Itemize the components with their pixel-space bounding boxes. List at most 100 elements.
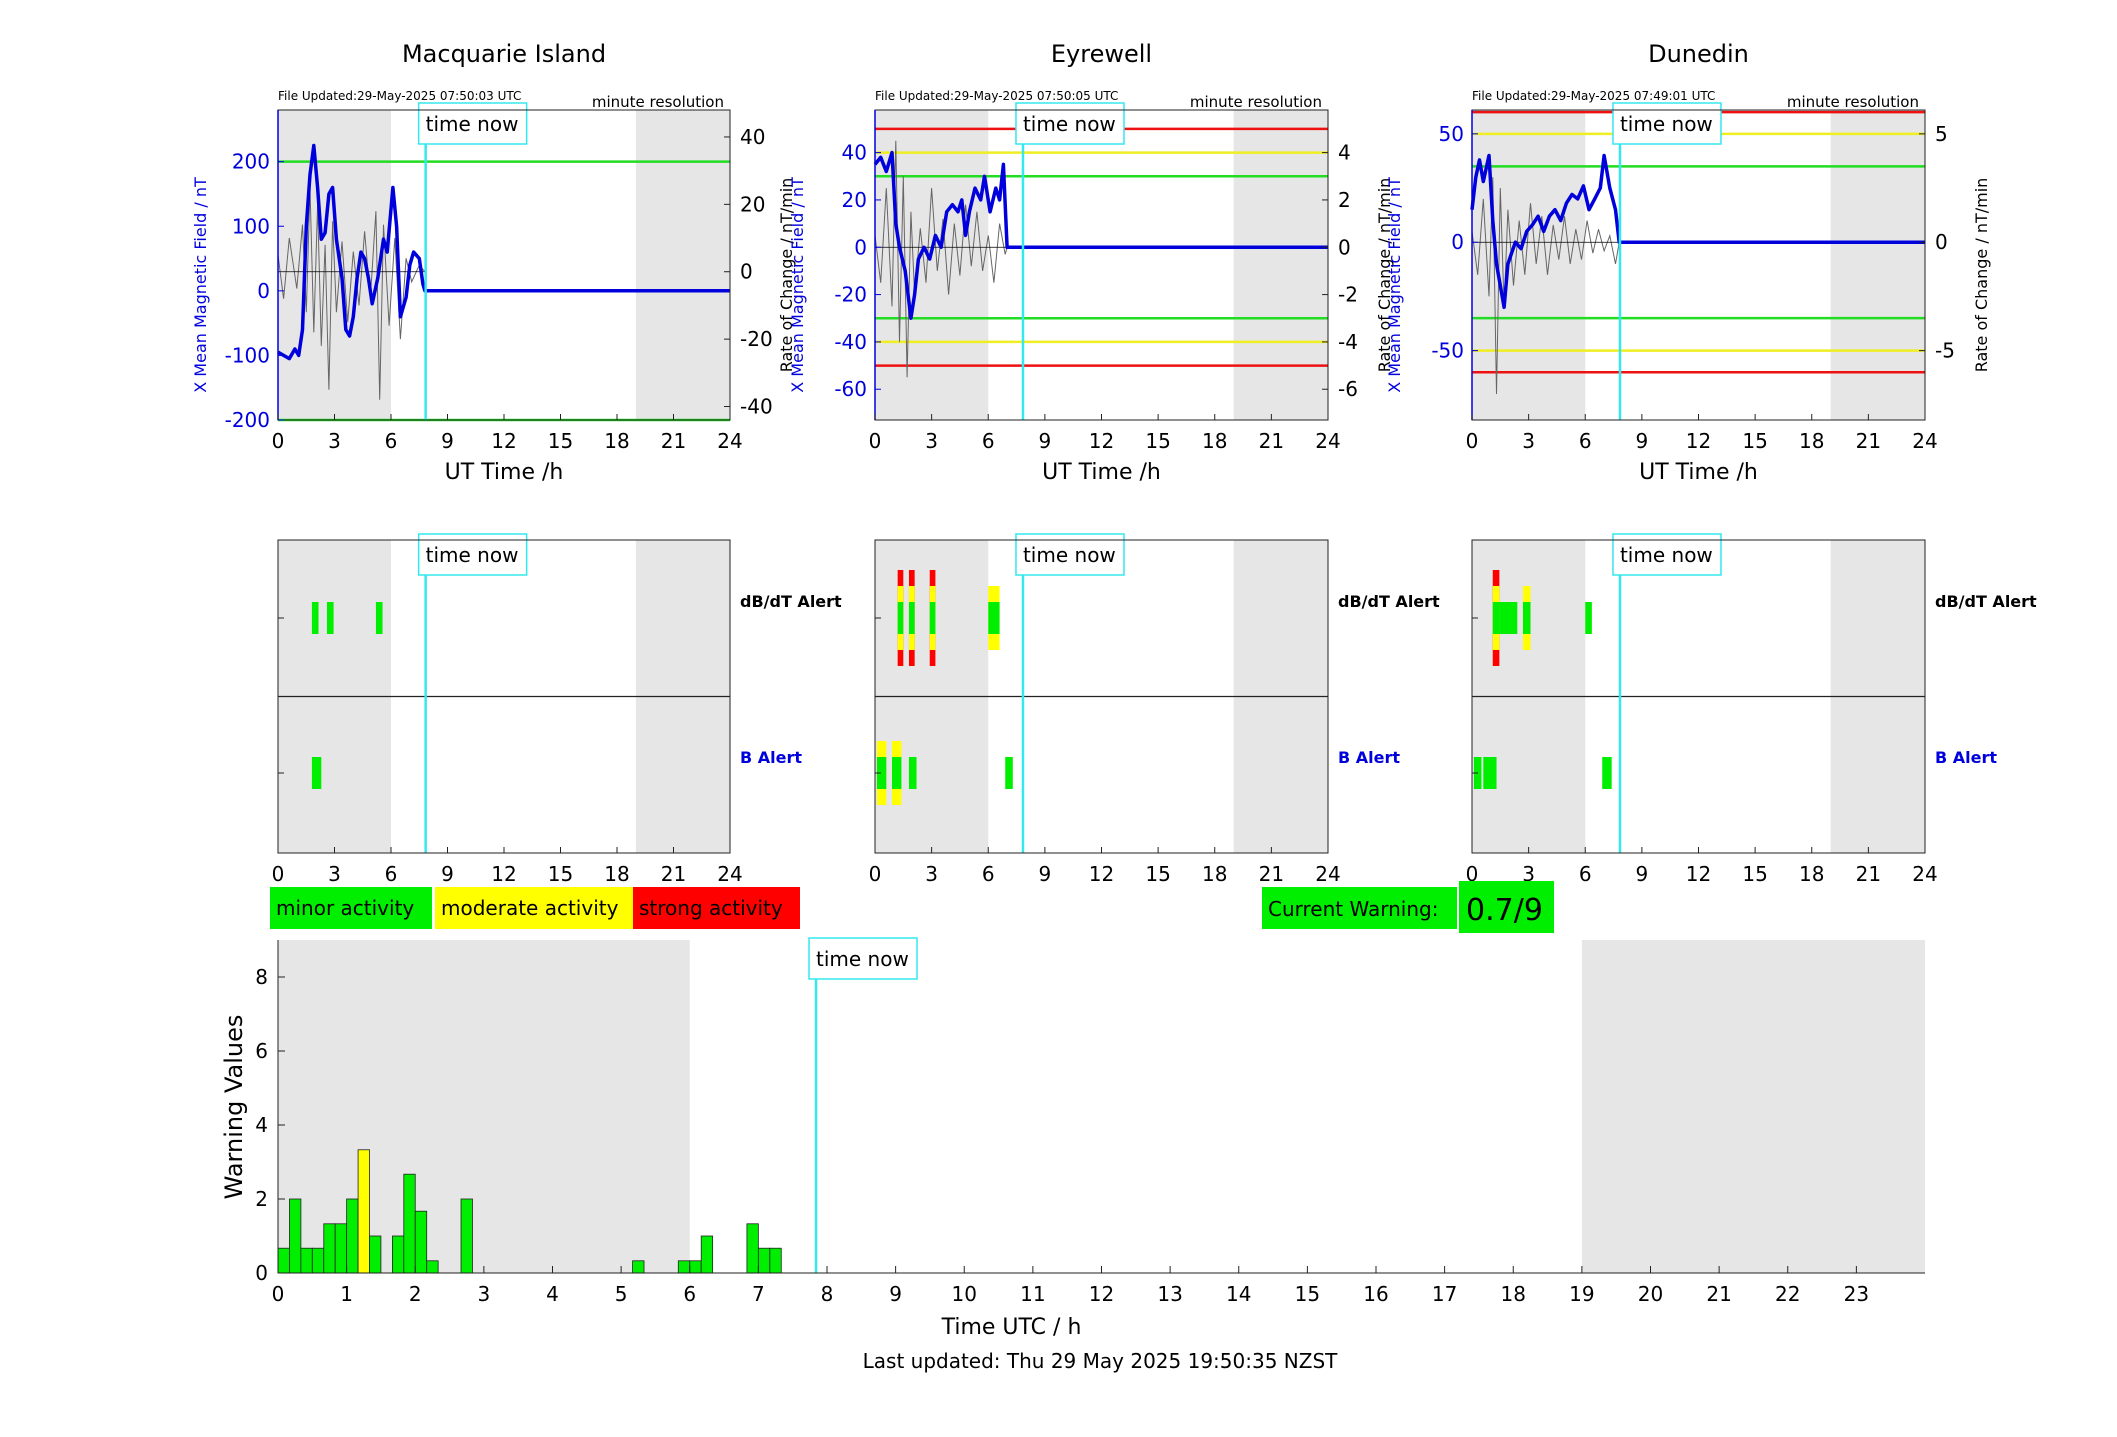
station-title: Dunedin: [1648, 40, 1749, 68]
y-tick-label: 8: [255, 965, 268, 989]
x-tick-label: 15: [548, 862, 573, 886]
right-tick-label: 20: [740, 192, 765, 216]
left-axis-label: X Mean Magnetic Field / nT: [191, 177, 210, 393]
night-shading: [278, 940, 690, 1273]
alert-panel-0: time now dB/dT Alert B Alert 0 3 6 9 12 15 18 21 24: [272, 533, 842, 886]
left-tick-label: 50: [1439, 122, 1464, 146]
dbdt-alert-bar-minor: [897, 602, 904, 634]
x-tick-label: 15: [1742, 429, 1767, 453]
station-panel-2: Dunedin time now File Updated:29-May-2025 …: [1385, 40, 1991, 485]
b-alert-label: B Alert: [740, 748, 802, 767]
warning-bar: [334, 1223, 348, 1274]
station-title: Eyrewell: [1051, 40, 1152, 68]
time-now-label: time now: [426, 112, 519, 136]
x-tick-label: 15: [548, 429, 573, 453]
x-tick-label: 6: [1579, 862, 1592, 886]
x-tick-label: 6: [683, 1282, 696, 1306]
x-tick-label: 6: [1579, 429, 1592, 453]
x-tick-label: 9: [1636, 862, 1649, 886]
right-tick-label: 2: [1338, 188, 1351, 212]
time-now-box: [808, 937, 918, 980]
dbdt-alert-bar-minor: [311, 602, 319, 634]
warning-bar: [403, 1173, 416, 1274]
x-tick-label: 3: [1522, 862, 1535, 886]
x-tick-label: 9: [441, 862, 454, 886]
x-tick-label: 24: [717, 429, 742, 453]
right-tick-label: 0: [1935, 230, 1948, 254]
dbdt-alert-bar-minor: [988, 602, 1000, 634]
dbdt-alert-label: dB/dT Alert: [1935, 592, 2037, 611]
x-tick-label: 6: [385, 862, 398, 886]
b-alert-bar-minor: [876, 757, 887, 789]
left-tick-label: -60: [834, 377, 867, 401]
rate-of-change-series: [277, 187, 426, 400]
field-series: [1470, 153, 1925, 310]
night-shading: [1233, 110, 1328, 420]
x-tick-label: 11: [1020, 1282, 1045, 1306]
x-tick-label: 3: [925, 862, 938, 886]
right-tick-label: -20: [740, 327, 773, 351]
right-axis-label: Rate of Change / nT/min: [1375, 178, 1394, 373]
x-tick-label: 21: [1259, 429, 1284, 453]
x-tick-label: 0: [272, 1282, 285, 1306]
legend-label: minor activity: [276, 896, 414, 920]
field-series: [873, 150, 1328, 320]
left-tick-label: -200: [225, 408, 270, 432]
x-tick-label: 24: [1912, 862, 1937, 886]
x-tick-label: 15: [1742, 862, 1767, 886]
x-tick-label: 3: [328, 429, 341, 453]
x-tick-label: 9: [1039, 862, 1052, 886]
right-tick-label: -4: [1338, 330, 1358, 354]
x-tick-label: 22: [1775, 1282, 1800, 1306]
y-tick-label: 4: [255, 1113, 268, 1137]
dbdt-alert-bar-minor: [1499, 602, 1518, 634]
x-tick-label: 24: [1315, 862, 1340, 886]
x-tick-label: 19: [1569, 1282, 1594, 1306]
resolution-text: minute resolution: [1190, 93, 1322, 111]
x-axis-label: Time UTC / h: [941, 1315, 1082, 1340]
night-shading: [635, 110, 730, 420]
right-tick-label: -6: [1338, 377, 1358, 401]
warning-bar: [700, 1235, 714, 1274]
warning-bar: [369, 1235, 382, 1274]
warning-bar: [323, 1223, 336, 1274]
x-tick-label: 8: [821, 1282, 834, 1306]
current-warning-label: Current Warning:: [1268, 897, 1438, 921]
x-tick-label: 17: [1432, 1282, 1457, 1306]
current-warning-value: 0.7/9: [1466, 893, 1543, 928]
y-tick-label: 6: [255, 1039, 268, 1063]
warning-bar: [460, 1198, 473, 1274]
x-tick-label: 5: [615, 1282, 628, 1306]
resolution-text: minute resolution: [1787, 93, 1919, 111]
time-now-label: time now: [426, 543, 519, 567]
warning-bar: [757, 1247, 771, 1274]
b-alert-bar-minor: [891, 757, 902, 789]
left-tick-label: -50: [1431, 339, 1464, 363]
warning-bar: [746, 1223, 759, 1274]
warning-bar: [300, 1247, 313, 1274]
x-tick-label: 9: [889, 1282, 902, 1306]
x-tick-label: 0: [1466, 429, 1479, 453]
legend-swatch: [435, 887, 633, 929]
left-tick-label: 20: [842, 188, 867, 212]
x-tick-label: 24: [1912, 429, 1937, 453]
warning-bar: [677, 1260, 691, 1274]
x-tick-label: 2: [409, 1282, 422, 1306]
warning-bar: [346, 1198, 359, 1274]
right-tick-label: 4: [1338, 141, 1351, 165]
b-alert-label: B Alert: [1338, 748, 1400, 767]
left-tick-label: -20: [834, 283, 867, 307]
rate-of-change-series: [1471, 177, 1620, 395]
x-tick-label: 12: [491, 429, 516, 453]
x-tick-label: 21: [1856, 862, 1881, 886]
x-axis-label: UT Time /h: [1639, 460, 1758, 485]
x-tick-label: 15: [1295, 1282, 1320, 1306]
b-alert-bar-minor: [1483, 757, 1497, 789]
x-tick-label: 18: [1799, 862, 1824, 886]
x-tick-label: 0: [272, 862, 285, 886]
x-tick-label: 0: [869, 862, 882, 886]
left-axis-label: X Mean Magnetic Field / nT: [788, 177, 807, 393]
x-tick-label: 12: [1089, 1282, 1114, 1306]
current-warning: Current Warning: 0.7/9: [1262, 881, 1554, 933]
dbdt-alert-bar-minor: [1522, 602, 1531, 634]
